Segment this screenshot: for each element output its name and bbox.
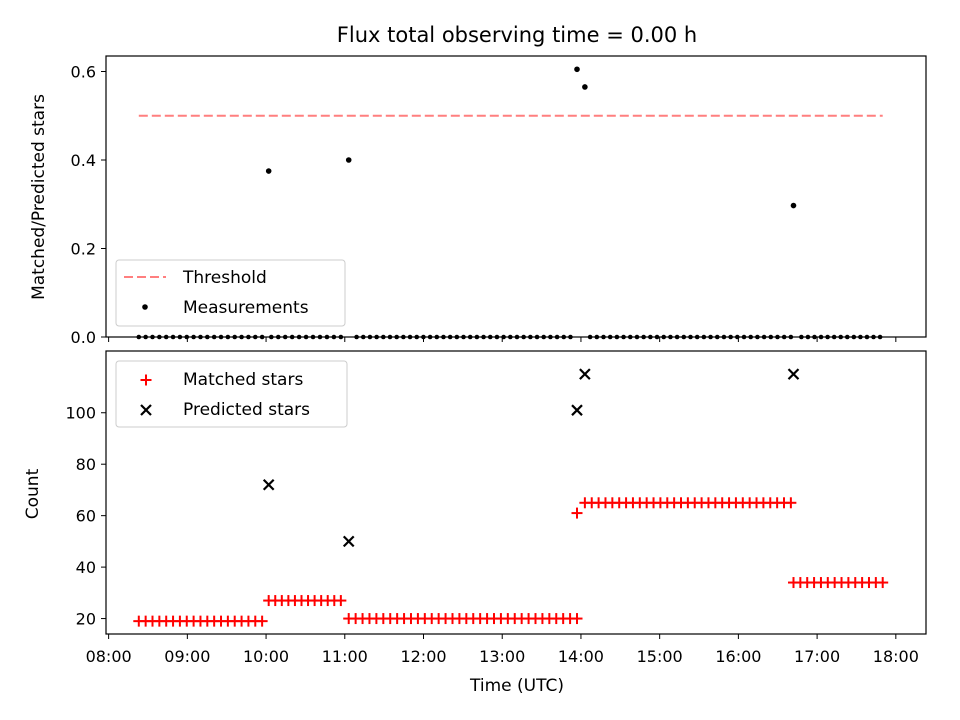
predicted-star-0-b (262, 479, 275, 491)
measurement-point-2 (574, 66, 580, 73)
measurement-point-1 (345, 157, 352, 163)
top-legend: Threshold Measurements (115, 259, 346, 327)
x-tick-label-8: 16:00 (715, 647, 761, 666)
legend-measurements-label: Measurements (183, 298, 309, 318)
x-tick-label-7: 15:00 (637, 647, 683, 666)
x-tick-label-6: 14:00 (558, 647, 604, 666)
predicted-star-2-b (571, 404, 583, 416)
x-tick-label-4: 12:00 (400, 647, 446, 666)
measurement-point-4 (790, 202, 797, 209)
bottom-legend: Matched stars Predicted stars (115, 360, 348, 428)
bottom-legend-box (115, 360, 348, 428)
measurement-point-0 (265, 168, 272, 174)
predicted-star-1 (342, 535, 355, 548)
legend-matched-swatch (140, 374, 152, 386)
legend-measurements-swatch (142, 304, 148, 310)
predicted-star-3-b (579, 368, 591, 380)
matched-star-1-11 (335, 595, 347, 607)
matched-star-4-13 (877, 577, 889, 589)
chart-title: Flux total observing time = 0.00 h (337, 23, 697, 47)
measurement-point-3 (582, 84, 588, 90)
predicted-star-3 (579, 368, 591, 380)
top-axes-frame (105, 55, 927, 338)
top-y-axis-label: Matched/Predicted stars (29, 94, 49, 300)
bottom-y-tick-label-1: 40 (76, 558, 96, 577)
predicted-star-2 (571, 404, 583, 416)
bottom-y-tick-label-0: 20 (76, 610, 96, 629)
predicted-star-4 (787, 368, 800, 380)
top-legend-box (115, 259, 346, 327)
x-tick-label-5: 13:00 (479, 647, 525, 666)
top-axes: Matched/Predicted stars 0.0 0.2 0.4 0.6 Thre… (29, 55, 927, 347)
matched-star-point-0 (571, 507, 583, 519)
legend-predicted-swatch (140, 404, 152, 416)
legend-predicted-swatch-b (140, 404, 152, 416)
x-axis-label: Time (UTC) (469, 676, 564, 696)
matched-star-3-30 (785, 497, 797, 509)
bottom-y-axis-label: Count (23, 468, 43, 519)
legend-threshold-label: Threshold (182, 268, 267, 288)
x-tick-label-3: 11:00 (322, 647, 368, 666)
bottom-y-tick-label-3: 80 (76, 455, 96, 474)
x-tick-label-9: 17:00 (794, 647, 840, 666)
top-y-tick-label-2: 0.4 (71, 151, 96, 170)
x-tick-label-10: 18:00 (873, 647, 919, 666)
matched-star-2-33 (571, 613, 583, 625)
predicted-star-4-b (787, 368, 800, 380)
bottom-y-tick-label-2: 60 (76, 507, 96, 526)
matched-star-0-18 (256, 615, 268, 627)
x-tick-label-1: 09:00 (164, 647, 210, 666)
predicted-star-1-b (342, 535, 355, 548)
predicted-star-0 (262, 479, 275, 491)
x-tick-label-0: 08:00 (86, 647, 132, 666)
top-y-tick-label-1: 0.2 (71, 239, 96, 258)
legend-predicted-label: Predicted stars (183, 400, 310, 420)
x-tick-label-2: 10:00 (243, 647, 289, 666)
bottom-y-tick-label-4: 100 (65, 404, 96, 423)
top-y-tick-label-0: 0.0 (71, 328, 96, 347)
bottom-axes-frame (105, 350, 927, 635)
top-y-tick-label-3: 0.6 (71, 62, 96, 81)
legend-matched-label: Matched stars (183, 370, 303, 390)
bottom-axes: Count Time (UTC) 20 40 60 80 100 08:00 09:00 10… (23, 350, 927, 696)
